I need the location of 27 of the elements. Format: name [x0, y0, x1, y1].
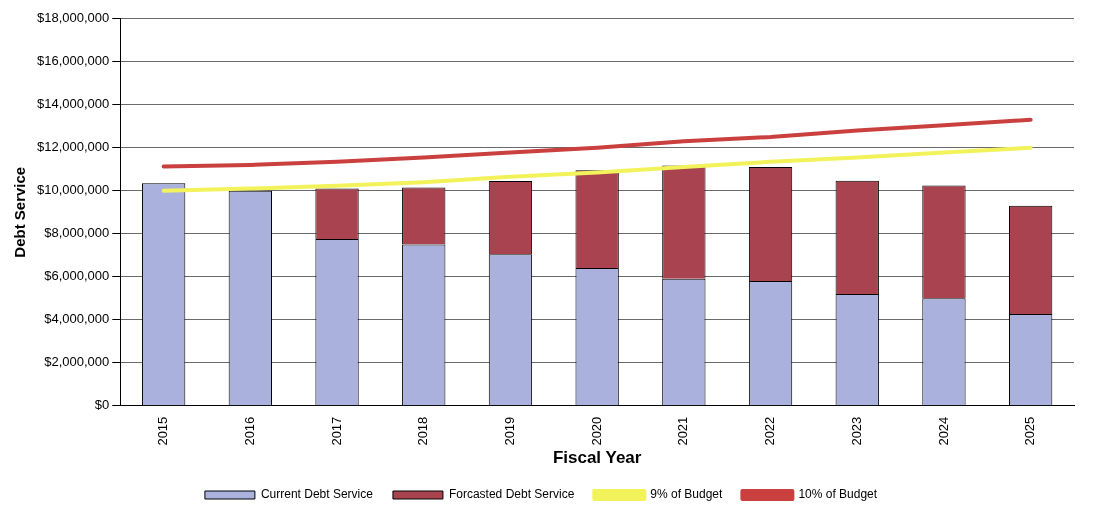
- x-tick-label: 2025: [1022, 416, 1038, 446]
- x-tick-label: 2024: [935, 416, 951, 446]
- x-tick-label: 2023: [848, 416, 864, 446]
- x-tick-label: 2020: [588, 416, 604, 446]
- legend-label: Forcasted Debt Service: [448, 487, 575, 502]
- y-tick-label: $4,000,000: [44, 311, 110, 327]
- x-axis-title: Fiscal Year: [552, 448, 642, 468]
- y-tick-label: $6,000,000: [44, 268, 110, 284]
- x-tick-label: 2015: [155, 416, 171, 446]
- y-tick-label: $18,000,000: [37, 10, 110, 26]
- y-tick-label: $10,000,000: [37, 182, 110, 198]
- x-tick-label: 2016: [241, 416, 257, 446]
- y-axis-title: Debt Service: [11, 166, 29, 258]
- y-tick-label: $14,000,000: [37, 96, 110, 112]
- legend-label: Current Debt Service: [260, 487, 374, 502]
- y-tick-label: $2,000,000: [44, 354, 110, 370]
- legend-label: 9% of Budget: [650, 487, 724, 502]
- y-tick-label: $0: [94, 397, 110, 413]
- legend-label: 10% of Budget: [798, 487, 878, 502]
- x-tick-label: 2022: [762, 416, 778, 446]
- x-tick-label: 2021: [675, 416, 691, 446]
- x-tick-label: 2019: [502, 416, 518, 446]
- x-tick-label: 2018: [415, 416, 431, 446]
- y-tick-label: $8,000,000: [44, 225, 110, 241]
- x-tick-label: 2017: [328, 416, 344, 446]
- y-tick-label: $16,000,000: [37, 53, 110, 69]
- y-tick-label: $12,000,000: [37, 139, 110, 155]
